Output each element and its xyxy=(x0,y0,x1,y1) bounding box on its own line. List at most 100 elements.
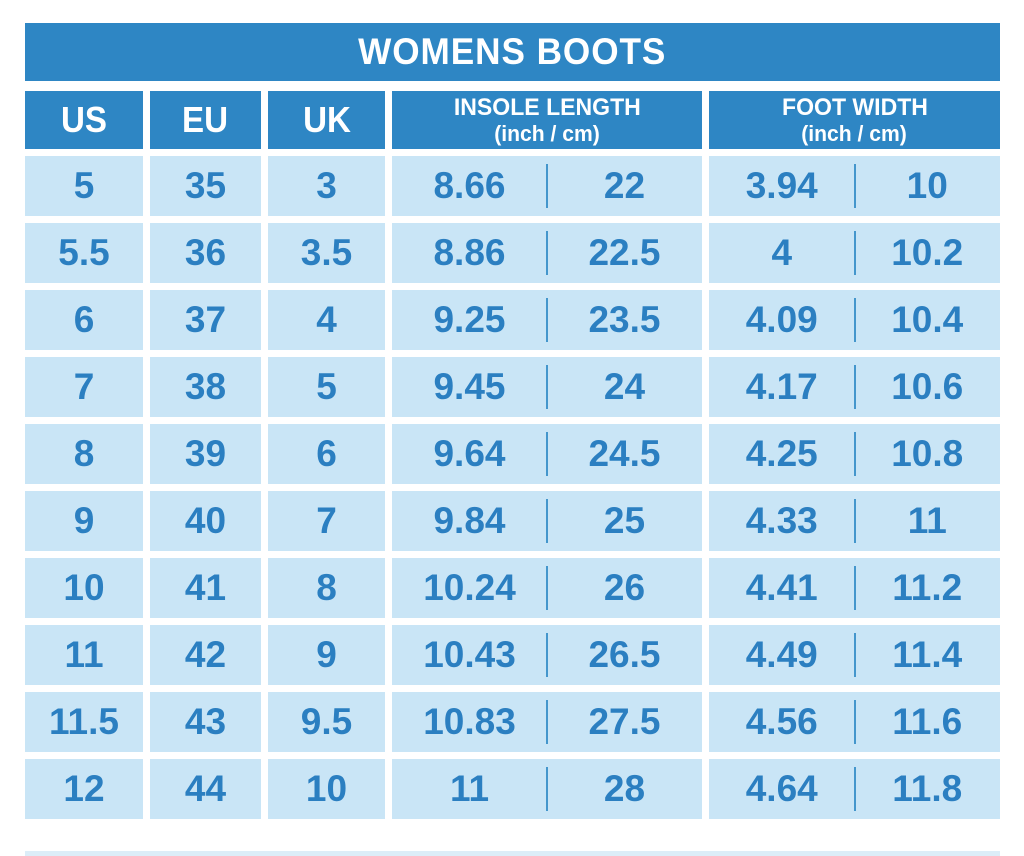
eu-cell: 35 xyxy=(150,156,261,216)
footwidth-cell: 4.56 11.6 xyxy=(709,692,1000,752)
uk-cell: 9 xyxy=(268,625,385,685)
foot-inch-value: 4.64 xyxy=(745,768,818,809)
insole-inch-value: 10.83 xyxy=(423,701,516,742)
cell-divider xyxy=(546,767,548,811)
uk-cell: 7 xyxy=(268,491,385,551)
insole-cell: 10.24 26 xyxy=(392,558,702,618)
cell-divider xyxy=(546,164,548,208)
insole-cell: 9.45 24 xyxy=(392,357,702,417)
cell-divider xyxy=(853,231,856,275)
insole-inch-value: 9.64 xyxy=(433,433,506,474)
cell-divider xyxy=(853,700,856,744)
foot-inch-value: 4.56 xyxy=(745,701,818,742)
header-insole-length: INSOLE LENGTH (inch / cm) xyxy=(392,91,702,149)
footwidth-cell: 4.49 11.4 xyxy=(709,625,1000,685)
table-row: 9 40 7 9.84 25 4.33 11 xyxy=(25,491,1000,551)
footwidth-cell: 4.33 11 xyxy=(709,491,1000,551)
cell-divider xyxy=(853,365,856,409)
table-row: 11.5 43 9.5 10.83 27.5 4.56 11.6 xyxy=(25,692,1000,752)
cell-divider xyxy=(853,499,856,543)
insole-inch-value: 9.45 xyxy=(433,366,506,407)
foot-cm-value: 10.4 xyxy=(891,299,964,340)
eu-cell: 43 xyxy=(150,692,261,752)
us-cell: 7 xyxy=(25,357,143,417)
foot-inch-value: 4.17 xyxy=(745,366,818,407)
insole-inch-value: 10.43 xyxy=(423,634,516,675)
foot-inch-value: 4 xyxy=(771,232,793,273)
cell-divider xyxy=(546,499,548,543)
us-cell: 10 xyxy=(25,558,143,618)
insole-cm-value: 26 xyxy=(603,567,646,608)
insole-cm-value: 24.5 xyxy=(588,433,661,474)
table-row: 11 42 9 10.43 26.5 4.49 11.4 xyxy=(25,625,1000,685)
insole-cell: 11 28 xyxy=(392,759,702,819)
insole-inch-value: 9.84 xyxy=(433,500,506,541)
footwidth-cell: 4.17 10.6 xyxy=(709,357,1000,417)
chart-title: WOMENS BOOTS xyxy=(358,31,667,72)
footwidth-cell: 4.41 11.2 xyxy=(709,558,1000,618)
us-cell: 8 xyxy=(25,424,143,484)
insole-cm-value: 22.5 xyxy=(588,232,661,273)
us-cell: 11 xyxy=(25,625,143,685)
insole-cm-value: 23.5 xyxy=(588,299,661,340)
foot-cm-value: 11 xyxy=(907,500,947,541)
cell-divider xyxy=(546,432,548,476)
table-row: 6 37 4 9.25 23.5 4.09 10.4 xyxy=(25,290,1000,350)
insole-cell: 9.64 24.5 xyxy=(392,424,702,484)
cell-divider xyxy=(853,432,856,476)
insole-inch-value: 9.25 xyxy=(433,299,506,340)
table-row: 8 39 6 9.64 24.5 4.25 10.8 xyxy=(25,424,1000,484)
foot-cm-value: 10 xyxy=(906,165,948,206)
insole-cm-value: 22 xyxy=(603,165,646,206)
header-eu: EU xyxy=(150,91,261,149)
uk-cell: 5 xyxy=(268,357,385,417)
cell-divider xyxy=(546,700,548,744)
footwidth-cell: 4.09 10.4 xyxy=(709,290,1000,350)
eu-cell: 44 xyxy=(150,759,261,819)
header-insole-title: INSOLE LENGTH xyxy=(453,94,641,121)
uk-cell: 3 xyxy=(268,156,385,216)
table-row: 5 35 3 8.66 22 3.94 10 xyxy=(25,156,1000,216)
us-cell: 11.5 xyxy=(25,692,143,752)
insole-cell: 9.84 25 xyxy=(392,491,702,551)
insole-cell: 8.66 22 xyxy=(392,156,702,216)
uk-cell: 4 xyxy=(268,290,385,350)
insole-cm-value: 25 xyxy=(603,500,646,541)
insole-cell: 10.43 26.5 xyxy=(392,625,702,685)
uk-cell: 8 xyxy=(268,558,385,618)
us-cell: 5 xyxy=(25,156,143,216)
table-row: 7 38 5 9.45 24 4.17 10.6 xyxy=(25,357,1000,417)
foot-inch-value: 4.25 xyxy=(745,433,818,474)
cell-divider xyxy=(546,298,548,342)
header-foot-units: (inch / cm) xyxy=(801,121,908,146)
us-cell: 5.5 xyxy=(25,223,143,283)
header-row: US EU UK INSOLE LENGTH (inch / cm) FOOT … xyxy=(25,91,1000,149)
foot-cm-value: 11.2 xyxy=(892,567,963,608)
foot-cm-value: 10.2 xyxy=(891,232,964,273)
insole-cell: 8.86 22.5 xyxy=(392,223,702,283)
us-cell: 9 xyxy=(25,491,143,551)
foot-inch-value: 4.49 xyxy=(745,634,818,675)
insole-cm-value: 27.5 xyxy=(588,701,661,742)
cutoff-next-section-edge xyxy=(25,851,1000,856)
cell-divider xyxy=(853,633,856,677)
foot-cm-value: 10.6 xyxy=(891,366,964,407)
foot-inch-value: 4.33 xyxy=(745,500,818,541)
insole-cell: 9.25 23.5 xyxy=(392,290,702,350)
cell-divider xyxy=(546,365,548,409)
footwidth-cell: 3.94 10 xyxy=(709,156,1000,216)
eu-cell: 40 xyxy=(150,491,261,551)
insole-cell: 10.83 27.5 xyxy=(392,692,702,752)
insole-inch-value: 10.24 xyxy=(423,567,516,608)
eu-cell: 37 xyxy=(150,290,261,350)
footwidth-cell: 4 10.2 xyxy=(709,223,1000,283)
table-row: 5.5 36 3.5 8.86 22.5 4 10.2 xyxy=(25,223,1000,283)
table-row: 10 41 8 10.24 26 4.41 11.2 xyxy=(25,558,1000,618)
insole-cm-value: 24 xyxy=(603,366,646,407)
cell-divider xyxy=(853,164,856,208)
insole-inch-value: 11 xyxy=(449,768,490,809)
foot-inch-value: 4.09 xyxy=(745,299,818,340)
insole-inch-value: 8.86 xyxy=(433,232,506,273)
table-row: 12 44 10 11 28 4.64 11.8 xyxy=(25,759,1000,819)
eu-cell: 38 xyxy=(150,357,261,417)
